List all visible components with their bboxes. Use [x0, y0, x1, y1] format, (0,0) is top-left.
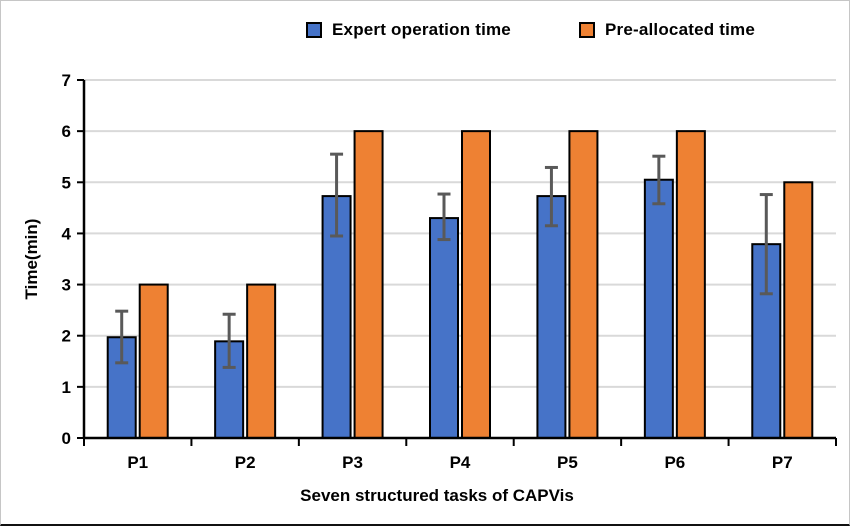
- x-tick-label-P6: P6: [664, 453, 685, 472]
- x-tick-label-P1: P1: [127, 453, 148, 472]
- chart-legend: Expert operation time Pre-allocated time: [306, 20, 755, 40]
- x-tick-label-P4: P4: [450, 453, 471, 472]
- legend-swatch-preallocated: [578, 22, 595, 38]
- legend-item-preallocated: Pre-allocated time: [578, 20, 756, 40]
- x-tick-label-P5: P5: [557, 453, 578, 472]
- bar-preallocated-P6: [675, 130, 706, 439]
- y-tick-label-6: 6: [62, 122, 71, 141]
- bar-preallocated-P2: [246, 283, 277, 440]
- bar-preallocated-P3: [353, 130, 384, 439]
- y-tick-label-0: 0: [62, 429, 71, 448]
- bar-preallocated-P1: [138, 283, 169, 440]
- bar-preallocated-P7: [783, 181, 814, 439]
- x-tick-label-P7: P7: [772, 453, 793, 472]
- legend-swatch-expert: [306, 22, 322, 38]
- legend-label-expert: Expert operation time: [332, 20, 511, 39]
- y-tick-label-7: 7: [62, 71, 71, 90]
- y-tick-label-2: 2: [62, 327, 71, 346]
- bar-preallocated-P5: [568, 130, 599, 439]
- x-tick-label-P2: P2: [235, 453, 256, 472]
- legend-label-preallocated: Pre-allocated time: [604, 20, 756, 39]
- bar-expert-P4: [429, 217, 459, 439]
- y-tick-label-4: 4: [62, 224, 72, 243]
- x-tick-label-P3: P3: [342, 453, 363, 472]
- legend-item-expert: Expert operation time: [306, 20, 511, 40]
- bar-expert-P6: [643, 178, 674, 439]
- y-tick-label-1: 1: [62, 378, 71, 397]
- x-axis-title: Seven structured tasks of CAPVis: [300, 486, 574, 505]
- bar-preallocated-P4: [461, 130, 491, 439]
- bar-expert-P5: [536, 195, 567, 439]
- y-tick-label-3: 3: [62, 276, 71, 295]
- y-tick-label-5: 5: [62, 173, 71, 192]
